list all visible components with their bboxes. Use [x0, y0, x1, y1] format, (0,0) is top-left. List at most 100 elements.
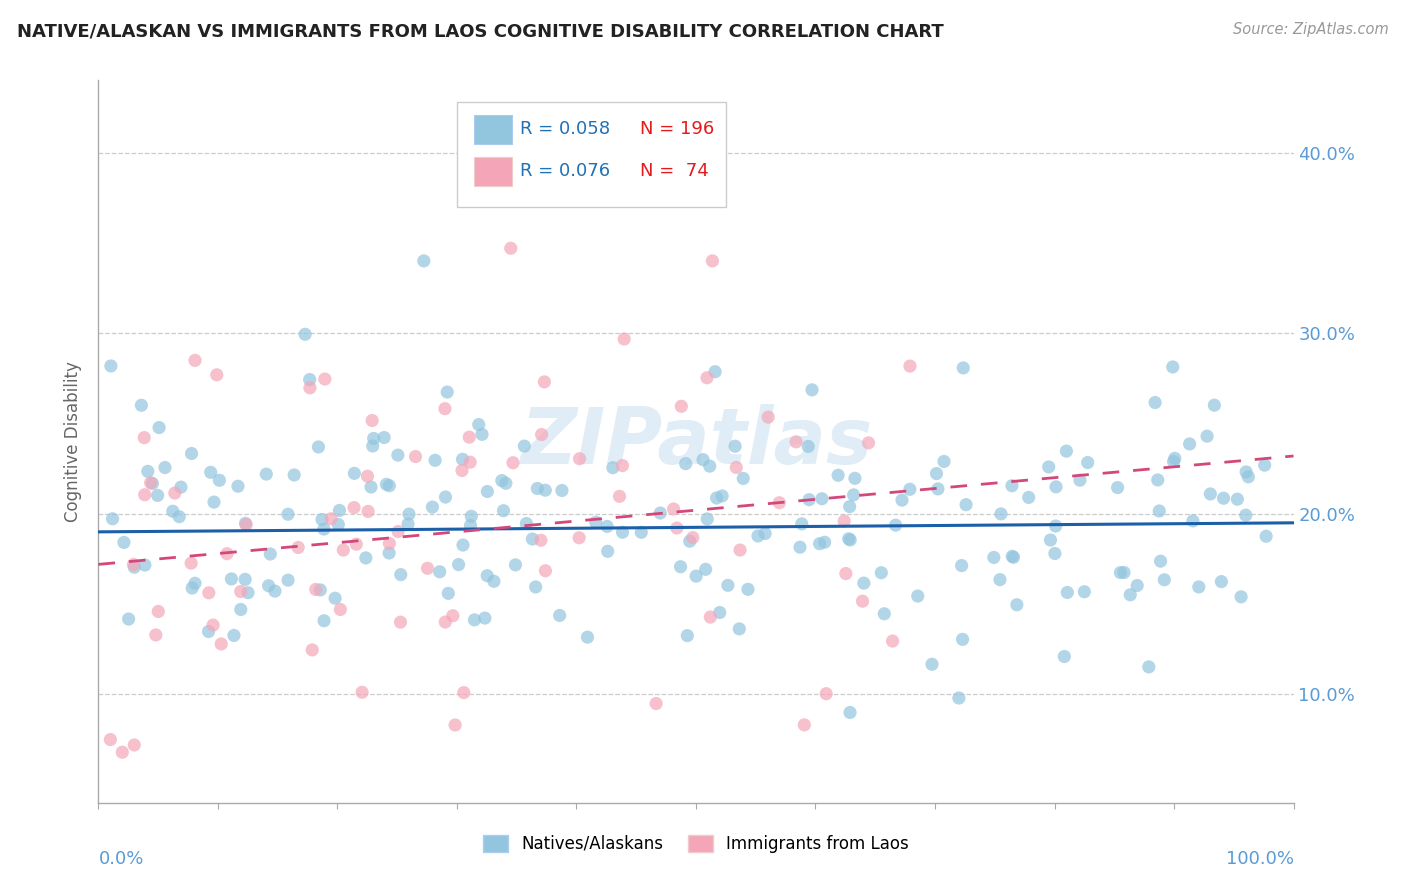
Point	[1053, 649, 1076, 664]
Point	[312, 522, 335, 536]
Point	[839, 706, 862, 720]
Point	[148, 420, 170, 434]
Point	[612, 458, 634, 473]
Point	[309, 582, 332, 597]
Point	[117, 612, 139, 626]
Point	[202, 618, 225, 632]
Point	[283, 467, 305, 482]
Point	[148, 605, 170, 619]
Point	[451, 452, 474, 467]
Point	[122, 558, 145, 572]
Point	[548, 608, 571, 623]
Point	[754, 526, 776, 541]
Point	[477, 568, 499, 582]
Point	[768, 496, 790, 510]
Point	[197, 624, 219, 639]
Point	[163, 486, 186, 500]
Point	[361, 413, 384, 427]
Point	[898, 359, 921, 373]
Point	[167, 509, 190, 524]
Point	[808, 537, 831, 551]
Point	[662, 502, 685, 516]
Point	[870, 566, 893, 580]
Point	[145, 628, 167, 642]
Point	[952, 360, 974, 375]
Point	[329, 602, 352, 616]
Point	[412, 253, 434, 268]
Point	[1056, 585, 1078, 599]
Point	[314, 372, 336, 386]
Point	[305, 582, 328, 597]
Point	[1077, 456, 1099, 470]
Point	[357, 504, 380, 518]
Point	[797, 440, 820, 454]
Point	[153, 460, 176, 475]
Point	[1197, 429, 1219, 443]
Point	[728, 543, 751, 558]
Point	[134, 431, 156, 445]
Point	[530, 427, 553, 442]
Text: R = 0.058: R = 0.058	[520, 120, 610, 138]
Point	[526, 482, 548, 496]
Point	[832, 514, 855, 528]
Point	[585, 515, 607, 529]
Point	[134, 488, 156, 502]
Point	[827, 468, 849, 483]
Point	[205, 368, 228, 382]
Point	[131, 398, 153, 412]
Point	[907, 589, 929, 603]
Point	[1001, 549, 1024, 564]
Point	[235, 516, 257, 531]
Point	[378, 536, 401, 550]
Point	[208, 473, 231, 487]
Point	[835, 566, 858, 581]
Point	[405, 450, 427, 464]
Point	[1146, 473, 1168, 487]
Point	[352, 685, 374, 699]
Point	[756, 410, 779, 425]
Point	[491, 474, 513, 488]
Point	[988, 573, 1011, 587]
Point	[477, 484, 499, 499]
Point	[98, 732, 122, 747]
Point	[733, 471, 755, 485]
Point	[650, 506, 672, 520]
Point	[709, 606, 731, 620]
FancyBboxPatch shape	[474, 115, 512, 144]
Point	[948, 691, 970, 706]
Point	[229, 584, 252, 599]
Point	[596, 544, 619, 558]
Point	[184, 353, 207, 368]
Point	[184, 576, 207, 591]
Point	[814, 535, 837, 549]
Point	[801, 383, 824, 397]
Point	[724, 439, 747, 453]
Point	[307, 440, 329, 454]
Text: NATIVE/ALASKAN VS IMMIGRANTS FROM LAOS COGNITIVE DISABILITY CORRELATION CHART: NATIVE/ALASKAN VS IMMIGRANTS FROM LAOS C…	[17, 22, 943, 40]
Point	[747, 529, 769, 543]
Point	[785, 434, 807, 449]
Point	[162, 504, 184, 518]
Point	[298, 373, 321, 387]
Point	[236, 585, 259, 599]
Point	[1109, 566, 1132, 580]
Point	[181, 581, 204, 595]
Point	[737, 582, 759, 597]
Point	[522, 532, 544, 546]
Point	[925, 467, 948, 481]
Point	[1234, 508, 1257, 523]
Point	[343, 500, 366, 515]
Point	[1069, 473, 1091, 487]
Point	[323, 591, 346, 606]
Point	[1253, 458, 1275, 472]
Point	[682, 531, 704, 545]
Point	[706, 491, 728, 505]
Point	[524, 580, 547, 594]
Point	[389, 615, 412, 629]
Point	[226, 479, 249, 493]
Point	[725, 460, 748, 475]
Point	[1230, 590, 1253, 604]
Point	[1181, 514, 1204, 528]
Point	[360, 480, 382, 494]
Point	[811, 491, 834, 506]
